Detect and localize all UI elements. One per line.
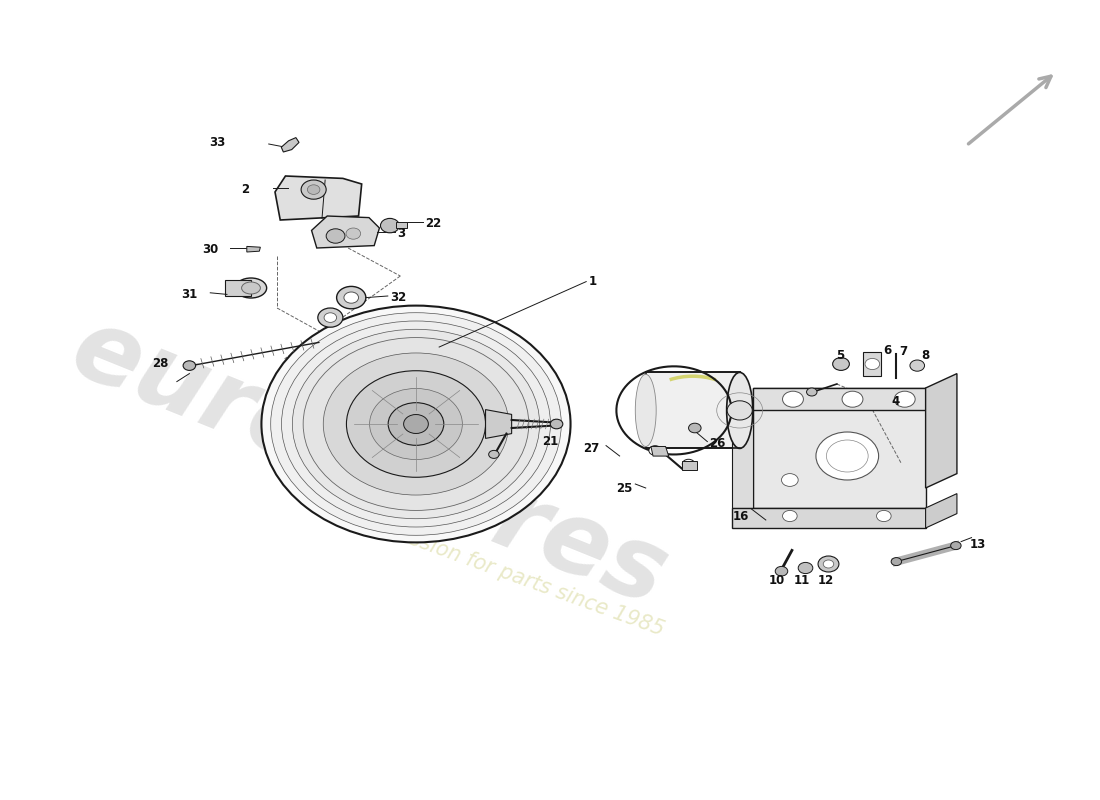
Circle shape (877, 510, 891, 522)
Circle shape (346, 228, 361, 239)
Text: 3: 3 (397, 227, 405, 240)
Polygon shape (862, 352, 881, 376)
Circle shape (843, 391, 862, 407)
Circle shape (370, 389, 462, 459)
Polygon shape (733, 508, 925, 528)
Text: 13: 13 (969, 538, 986, 550)
Circle shape (682, 459, 695, 469)
Polygon shape (733, 396, 754, 508)
Text: 5: 5 (836, 350, 844, 362)
Ellipse shape (636, 374, 657, 446)
Polygon shape (224, 280, 251, 296)
Polygon shape (646, 373, 739, 448)
Ellipse shape (242, 282, 261, 294)
Polygon shape (754, 388, 925, 410)
Circle shape (891, 558, 902, 566)
Text: 16: 16 (733, 510, 749, 522)
Text: 10: 10 (769, 574, 785, 586)
Circle shape (781, 474, 799, 486)
Circle shape (782, 391, 803, 407)
Text: 26: 26 (710, 437, 726, 450)
Text: eurospares: eurospares (57, 301, 681, 627)
Polygon shape (282, 138, 299, 152)
Circle shape (806, 388, 817, 396)
Circle shape (304, 338, 529, 510)
Circle shape (301, 180, 327, 199)
Text: 21: 21 (542, 435, 559, 448)
Circle shape (324, 313, 337, 322)
Polygon shape (651, 446, 669, 456)
Text: 11: 11 (794, 574, 811, 586)
Ellipse shape (727, 373, 752, 448)
Circle shape (404, 414, 428, 434)
Polygon shape (485, 410, 512, 438)
Circle shape (262, 306, 571, 542)
Polygon shape (754, 388, 925, 508)
Text: 6: 6 (883, 344, 891, 357)
Text: 28: 28 (152, 358, 168, 370)
Text: 33: 33 (209, 136, 226, 149)
Circle shape (344, 292, 359, 303)
Text: 7: 7 (900, 346, 908, 358)
Polygon shape (682, 461, 697, 470)
Text: 30: 30 (202, 243, 218, 256)
Circle shape (337, 286, 366, 309)
Polygon shape (396, 222, 407, 228)
Text: 27: 27 (583, 442, 600, 454)
Circle shape (282, 321, 550, 527)
Circle shape (782, 510, 797, 522)
Text: 12: 12 (818, 574, 834, 586)
Text: 31: 31 (182, 288, 197, 301)
Circle shape (894, 391, 915, 407)
Circle shape (381, 218, 399, 233)
Circle shape (271, 313, 561, 535)
Circle shape (183, 361, 196, 370)
Text: 22: 22 (426, 217, 441, 230)
Text: 8: 8 (922, 350, 930, 362)
Polygon shape (246, 246, 261, 252)
Circle shape (293, 330, 540, 518)
Circle shape (318, 308, 343, 327)
Circle shape (950, 542, 961, 550)
Polygon shape (275, 176, 362, 220)
Text: 32: 32 (389, 291, 406, 304)
Polygon shape (311, 216, 379, 248)
Circle shape (776, 566, 788, 576)
Circle shape (327, 229, 345, 243)
Circle shape (307, 185, 320, 194)
Text: 25: 25 (616, 482, 632, 494)
Circle shape (488, 450, 499, 458)
Polygon shape (925, 374, 957, 488)
Ellipse shape (235, 278, 266, 298)
Text: a passion for parts since 1985: a passion for parts since 1985 (364, 513, 667, 639)
Circle shape (865, 358, 880, 370)
Circle shape (727, 401, 752, 420)
Circle shape (346, 370, 485, 478)
Circle shape (649, 446, 661, 455)
Circle shape (818, 556, 839, 572)
Circle shape (823, 560, 834, 568)
Circle shape (816, 432, 879, 480)
Circle shape (323, 353, 508, 495)
Circle shape (689, 423, 701, 433)
Circle shape (388, 402, 443, 446)
Circle shape (910, 360, 925, 371)
Text: 1: 1 (588, 275, 596, 288)
Text: 4: 4 (891, 395, 900, 408)
Text: 2: 2 (242, 183, 250, 196)
Circle shape (550, 419, 563, 429)
Circle shape (799, 562, 813, 574)
Circle shape (833, 358, 849, 370)
Polygon shape (925, 494, 957, 528)
